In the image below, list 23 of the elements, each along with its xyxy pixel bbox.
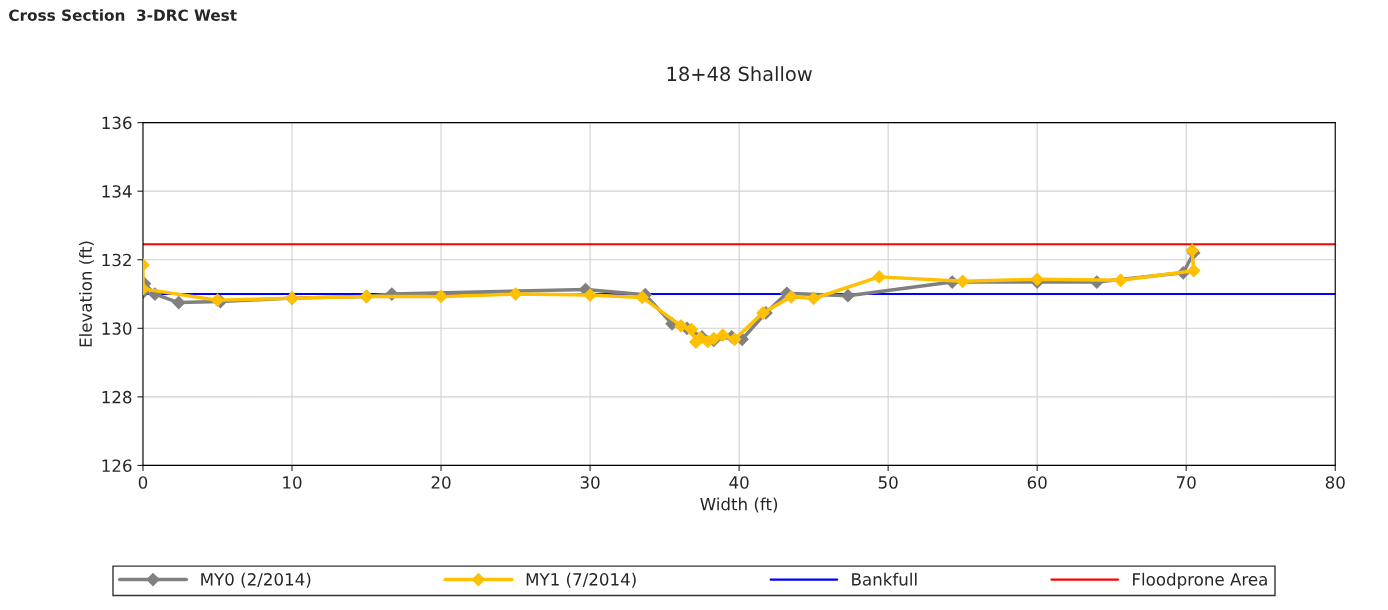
x-tick-label: 0 (138, 476, 148, 489)
x-tick-label: 60 (1027, 476, 1047, 489)
x-tick-label: 20 (431, 476, 451, 489)
x-tick-label: 80 (1325, 476, 1345, 489)
y-tick-label: 134 (102, 185, 132, 198)
x-axis-title: Width (ft) (700, 497, 778, 513)
x-tick-label: 50 (878, 476, 898, 489)
x-tick-label: 40 (729, 476, 749, 489)
x-tick-label: 30 (580, 476, 600, 489)
y-tick-label: 130 (102, 322, 132, 335)
x-tick-label: 10 (283, 476, 302, 489)
legend-label: Bankfull (852, 572, 917, 586)
legend-label: MY1 (7/2014) (526, 572, 636, 588)
chart-subtitle: 18+48 Shallow (667, 66, 812, 82)
y-tick-label: 128 (102, 390, 132, 404)
chart-title: Cross Section 3-DRC West (9, 9, 237, 21)
legend-label: MY0 (2/2014) (201, 572, 311, 588)
x-tick-label: 70 (1176, 476, 1196, 489)
legend-label: Floodprone Area (1133, 572, 1267, 589)
y-tick-label: 126 (102, 459, 132, 472)
y-tick-label: 136 (102, 116, 132, 130)
y-axis-title: Elevation (ft) (79, 241, 94, 347)
y-tick-label: 132 (102, 253, 131, 267)
